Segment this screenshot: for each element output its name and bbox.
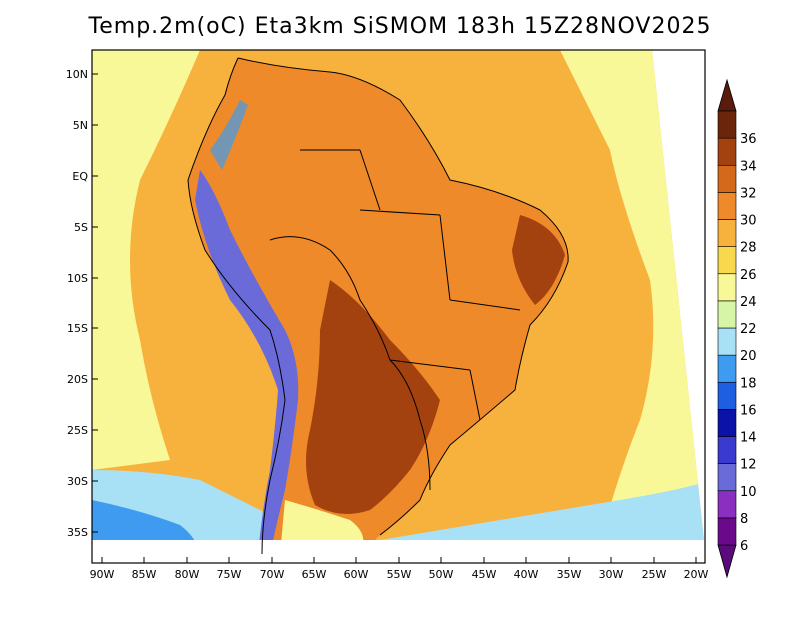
lon-label: 60W bbox=[344, 568, 369, 581]
lon-label: 75W bbox=[217, 568, 242, 581]
colorbar-level-label: 12 bbox=[740, 458, 757, 473]
colorbar-segment bbox=[717, 219, 737, 247]
ocean-southeast-cool bbox=[380, 480, 704, 540]
colorbar-labels: 6 8 10 12 14 16 18 20 22 24 26 28 30 32 34 36 bbox=[740, 132, 757, 554]
colorbar-under-triangle bbox=[717, 544, 737, 579]
country-borders bbox=[187, 57, 569, 555]
lon-label: 65W bbox=[302, 568, 327, 581]
colorbar-segment bbox=[717, 517, 737, 546]
lat-label: 15S bbox=[67, 322, 88, 335]
colorbar-segment bbox=[717, 110, 737, 139]
lon-label: 45W bbox=[472, 568, 497, 581]
colorbar-level-label: 6 bbox=[740, 539, 748, 554]
lat-label: 10N bbox=[66, 68, 88, 81]
colorbar-segment bbox=[717, 381, 737, 410]
colorbar-segment bbox=[717, 164, 737, 193]
colorbar-segment bbox=[717, 436, 737, 464]
colorbar-level-label: 10 bbox=[740, 485, 757, 500]
lon-label: 90W bbox=[90, 568, 115, 581]
colorbar-level-label: 14 bbox=[740, 431, 757, 446]
hot-region-northeast bbox=[512, 215, 565, 305]
lat-label: 5S bbox=[74, 221, 88, 234]
colorbar-segment bbox=[717, 192, 737, 220]
map-title: Temp.2m(oC) Eta3km SiSMOM 183h 15Z28NOV2… bbox=[88, 14, 712, 39]
colorbar-segment bbox=[717, 137, 737, 166]
colorbar-level-label: 20 bbox=[740, 349, 757, 364]
colorbar-segment bbox=[717, 300, 737, 329]
colorbar-segment bbox=[717, 327, 737, 356]
lat-label: 20S bbox=[67, 373, 88, 386]
ocean-south-cold bbox=[92, 500, 200, 540]
lon-label: 30W bbox=[599, 568, 624, 581]
lon-label: 85W bbox=[132, 568, 157, 581]
state-borders bbox=[300, 149, 521, 421]
hot-region-center bbox=[306, 280, 440, 514]
lon-label: 25W bbox=[642, 568, 667, 581]
colorbar-level-label: 30 bbox=[740, 214, 757, 229]
lat-label: 35S bbox=[67, 526, 88, 539]
colorbar-segment bbox=[717, 463, 737, 492]
colorbar-segment bbox=[717, 273, 737, 302]
colorbar-segments bbox=[717, 110, 737, 546]
lat-label: 10S bbox=[67, 272, 88, 285]
colorbar-level-label: 28 bbox=[740, 241, 757, 256]
andes-highland-blue bbox=[210, 100, 248, 170]
brazil-border bbox=[269, 236, 431, 491]
colorbar-level-label: 18 bbox=[740, 376, 757, 391]
colorbar-over-triangle bbox=[717, 78, 737, 112]
lat-label: 5N bbox=[73, 119, 88, 132]
colorbar-level-label: 16 bbox=[740, 403, 757, 418]
colorbar-segment bbox=[717, 409, 737, 437]
colorbar-level-label: 26 bbox=[740, 268, 757, 283]
colorbar-level-label: 34 bbox=[740, 159, 757, 174]
colorbar-level-label: 36 bbox=[740, 132, 757, 147]
colorbar-level-label: 24 bbox=[740, 295, 757, 310]
colorbar-segment bbox=[717, 246, 737, 275]
map-field bbox=[92, 50, 704, 540]
lon-label: 35W bbox=[557, 568, 582, 581]
lat-label: 30S bbox=[67, 475, 88, 488]
lat-label: EQ bbox=[72, 170, 88, 183]
lon-label: 20W bbox=[684, 568, 709, 581]
lon-label: 70W bbox=[260, 568, 285, 581]
colorbar-level-label: 32 bbox=[740, 186, 757, 201]
longitude-axis: 90W 85W 80W 75W 70W 65W 60W 55W 50W 45W … bbox=[90, 557, 709, 581]
andes-ridge bbox=[195, 170, 299, 540]
colorbar-segment bbox=[717, 354, 737, 383]
lon-label: 55W bbox=[387, 568, 412, 581]
colorbar: 6 8 10 12 14 16 18 20 22 24 26 28 30 32 34 36 bbox=[717, 78, 757, 579]
lon-label: 40W bbox=[514, 568, 539, 581]
latitude-axis: 10N 5N EQ 5S 10S 15S 20S 25S 30S 35S bbox=[66, 68, 98, 539]
colorbar-level-label: 8 bbox=[740, 512, 748, 527]
lon-label: 50W bbox=[429, 568, 454, 581]
colorbar-level-label: 22 bbox=[740, 322, 757, 337]
lon-label: 80W bbox=[175, 568, 200, 581]
patagonia-mild bbox=[280, 500, 364, 540]
west-coast bbox=[187, 57, 286, 555]
ocean-west-mild bbox=[92, 50, 200, 470]
coastline bbox=[237, 57, 569, 536]
lat-label: 25S bbox=[67, 424, 88, 437]
colorbar-segment bbox=[717, 490, 737, 519]
